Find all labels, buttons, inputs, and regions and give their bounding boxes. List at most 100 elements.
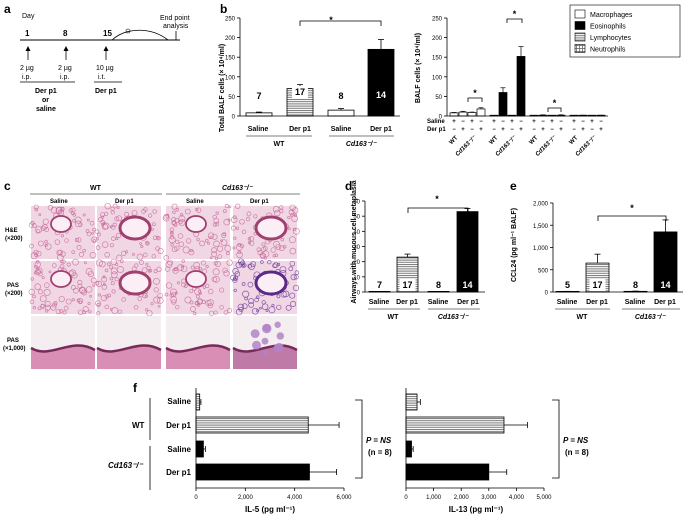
dose-1-route: i.p. (22, 74, 31, 81)
alveolus-mark (104, 268, 109, 273)
alveolus-mark (253, 214, 258, 219)
chart-f2-bar (405, 440, 412, 458)
chart-b1-n-label: 8 (338, 91, 343, 101)
alveolus-mark (116, 215, 123, 222)
alveolus-mark (50, 304, 57, 311)
chart-e: 5 17 8 14 0 500 1,000 1,500 2,000 CCL24 (pg ml⁻… (511, 202, 683, 321)
alveolus-mark (171, 299, 177, 305)
alveolus-mark (34, 265, 38, 269)
chart-f1-xtick-label: 0 (194, 495, 198, 501)
alveolus-mark (111, 271, 118, 279)
epithelium-edge (232, 344, 298, 353)
alveolus-mark (235, 203, 241, 209)
alveolus-mark (58, 309, 64, 314)
alveolus-mark (220, 239, 223, 243)
alveolus-mark (136, 253, 144, 261)
chart-b2-legend-label: Macrophages (590, 12, 633, 19)
chart-b1-cat-3: Saline (331, 126, 352, 133)
alveolus-mark (223, 209, 227, 213)
alveolus-mark (38, 213, 42, 217)
chart-b2-row-derp1: Der p1 (427, 127, 446, 133)
alveolus-mark (36, 267, 43, 274)
alveolus-mark (34, 261, 41, 268)
alveolus-mark (44, 282, 50, 288)
alveolus-mark (151, 222, 156, 227)
chart-f2-xtick-label: 0 (404, 495, 408, 501)
chart-b2-sign-derp1: + (599, 127, 603, 133)
panel-label-c: c (4, 179, 11, 193)
chart-b2-legend-swatch (574, 32, 586, 42)
alveolus-mark (233, 275, 239, 281)
alveolus-mark (230, 274, 236, 281)
alveolus-mark (34, 207, 39, 212)
alveolus-mark (276, 304, 282, 310)
chart-b2-sign-saline: + (532, 119, 536, 125)
chart-e-n-label: 5 (565, 280, 570, 290)
alveolus-mark (116, 266, 124, 274)
airway-mark (185, 215, 207, 233)
chart-b2-ytick-label: 50 (435, 95, 442, 101)
alveolus-mark (208, 236, 212, 239)
alveolus-mark (230, 216, 238, 223)
chart-b2-axes: 0 50 100 150 200 250 * * * (432, 9, 608, 121)
alveolus-mark (199, 240, 205, 247)
chart-b2-sign-saline: − (519, 119, 523, 125)
chart-f1-xtick-label: 6,000 (336, 495, 352, 501)
chart-e-axes: 0 500 1,000 1,500 2,000 (533, 202, 683, 297)
alveolus-mark (207, 241, 210, 245)
alveolus-mark (219, 287, 225, 293)
alveolus-mark (212, 268, 220, 276)
alveolus-mark (177, 264, 184, 271)
chart-b2-sign-derp1: − (492, 127, 496, 133)
alveolus-mark (110, 281, 115, 286)
timeline-day-8: 8 (63, 29, 68, 38)
chart-e-cat-3: Saline (625, 299, 646, 306)
chart-b2-row-saline: Saline (427, 119, 445, 125)
alveolus-mark (163, 214, 169, 220)
micrograph-tile (95, 258, 164, 317)
alveolus-mark (101, 241, 109, 248)
alveolus-mark (109, 307, 113, 311)
airway-mark (50, 270, 72, 288)
chart-b2-sign-saline: − (461, 119, 465, 125)
alveolus-mark (176, 281, 180, 285)
alveolus-mark (235, 308, 243, 316)
chart-b2-ytick-label: 150 (432, 56, 443, 62)
alveolus-mark (95, 245, 101, 250)
chart-b2-sign-derp1: + (581, 127, 585, 133)
micro-row-3-stain: PAS (7, 338, 19, 344)
epithelium-edge (165, 344, 231, 353)
mucous-cell-mark (274, 342, 284, 352)
chart-f2-bar (405, 463, 490, 481)
dose-1-amount: 2 µg (20, 65, 34, 72)
alveolus-mark (165, 282, 173, 289)
chart-f-cat-4: Der p1 (166, 468, 191, 477)
alveolus-mark (104, 252, 110, 258)
alveolus-mark (31, 223, 37, 228)
chart-f1-xtick-label: 4,000 (287, 495, 303, 501)
alveolus-mark (260, 246, 267, 253)
alveolus-mark (289, 260, 296, 267)
alveolus-mark (44, 304, 51, 311)
alveolus-mark (144, 294, 148, 298)
alveolus-mark (292, 227, 300, 235)
alveolus-mark (294, 270, 300, 275)
chart-d-n-label: 17 (402, 280, 412, 290)
alveolus-mark (77, 309, 84, 316)
alveolus-mark (189, 289, 194, 294)
chart-e-group-wt: WT (577, 314, 589, 321)
micrograph-tile (230, 258, 300, 316)
alveolus-mark (139, 242, 143, 245)
chart-f2-annotation-n: (n = 8) (565, 448, 589, 457)
alveolus-mark (115, 263, 119, 266)
alveolus-mark (289, 204, 296, 211)
alveolus-mark (153, 277, 160, 285)
alveolus-mark (47, 204, 54, 211)
chart-b1-n-label-bg (292, 86, 308, 98)
alveolus-mark (40, 303, 46, 309)
chart-e-cat-1: Saline (557, 299, 578, 306)
alveolus-mark (92, 284, 96, 287)
micrograph-tile (28, 258, 97, 316)
alveolus-mark (78, 286, 86, 294)
alveolus-mark (37, 240, 44, 247)
